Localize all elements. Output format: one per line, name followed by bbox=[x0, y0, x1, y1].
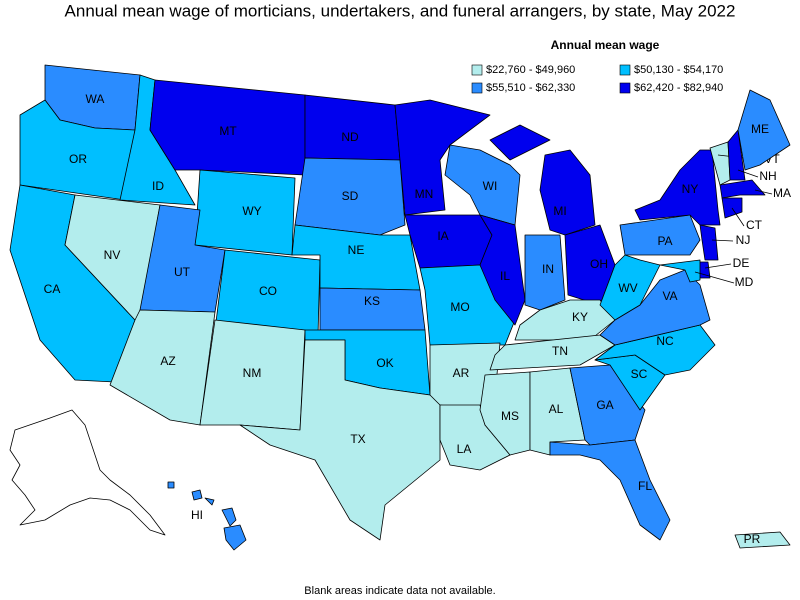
state-shape bbox=[539, 149, 596, 236]
state-label: WA bbox=[86, 92, 105, 106]
leader-line bbox=[711, 239, 734, 242]
state-shape bbox=[594, 324, 716, 376]
leader-line bbox=[737, 169, 759, 178]
legend-swatch bbox=[471, 64, 483, 76]
state-shape bbox=[304, 94, 401, 161]
state-label: ID bbox=[152, 179, 164, 193]
state-shape bbox=[734, 531, 791, 549]
state-label: CT bbox=[746, 218, 763, 232]
state-label: IL bbox=[500, 269, 510, 283]
state-label: AZ bbox=[160, 354, 175, 368]
state-shape bbox=[549, 439, 671, 541]
state-label: NY bbox=[682, 182, 699, 196]
state-label: NC bbox=[656, 334, 674, 348]
state-label: MA bbox=[773, 186, 791, 200]
state-shape bbox=[619, 214, 701, 256]
map-title: Annual mean wage of morticians, undertak… bbox=[65, 1, 736, 20]
legend-label: $62,420 - $82,940 bbox=[634, 82, 723, 94]
state-shape bbox=[239, 339, 441, 541]
state-shape bbox=[191, 489, 203, 501]
legend-label: $22,760 - $49,960 bbox=[486, 64, 575, 76]
state-label: IN bbox=[542, 262, 554, 276]
alaska-outline bbox=[9, 409, 166, 536]
state-label: NH bbox=[759, 169, 776, 183]
state-label: DE bbox=[733, 256, 750, 270]
state-shape bbox=[599, 269, 711, 346]
legend-label: $55,510 - $62,330 bbox=[486, 82, 575, 94]
state-shape bbox=[699, 224, 719, 261]
state-shape bbox=[221, 507, 237, 527]
footnote: Blank areas indicate data not available. bbox=[304, 585, 495, 597]
state-shape bbox=[659, 259, 701, 283]
legend-title: Annual mean wage bbox=[551, 38, 660, 52]
state-shape bbox=[719, 179, 766, 199]
state-label: OK bbox=[376, 356, 393, 370]
state-label: KY bbox=[572, 310, 588, 324]
legend-swatch bbox=[619, 64, 631, 76]
state-label: OR bbox=[69, 152, 87, 166]
leader-line bbox=[754, 189, 773, 195]
state-label: WV bbox=[618, 281, 637, 295]
state-label: MO bbox=[450, 300, 469, 314]
legend-swatch bbox=[619, 82, 631, 94]
state-label: MT bbox=[219, 124, 237, 138]
state-shape bbox=[479, 214, 526, 326]
state-label: WY bbox=[242, 204, 261, 218]
state-label: NE bbox=[348, 243, 365, 257]
state-shape bbox=[737, 89, 791, 171]
state-label: AR bbox=[453, 366, 470, 380]
state-label: MD bbox=[735, 275, 754, 289]
leader-line bbox=[731, 207, 745, 227]
state-label: KS bbox=[364, 294, 380, 308]
state-label: NM bbox=[243, 366, 262, 380]
state-label: VA bbox=[662, 289, 677, 303]
state-shape bbox=[204, 497, 215, 506]
state-label: CO bbox=[259, 284, 277, 298]
state-label: PR bbox=[744, 532, 761, 546]
state-label: TN bbox=[552, 344, 568, 358]
state-label: SD bbox=[342, 189, 359, 203]
state-shape bbox=[167, 481, 175, 489]
state-shape bbox=[727, 129, 746, 181]
legend-swatch bbox=[471, 82, 483, 94]
state-label: MI bbox=[553, 204, 566, 218]
state-label: TX bbox=[350, 432, 365, 446]
state-label: LA bbox=[457, 442, 472, 456]
state-shape bbox=[394, 99, 491, 216]
state-label: MS bbox=[501, 409, 519, 423]
state-label: SC bbox=[631, 367, 648, 381]
state-shape bbox=[19, 99, 136, 201]
leader-line bbox=[704, 263, 732, 269]
state-label: PA bbox=[657, 234, 672, 248]
state-label: GA bbox=[596, 398, 613, 412]
state-label: MN bbox=[415, 187, 434, 201]
state-label: ME bbox=[751, 122, 769, 136]
state-shape bbox=[294, 157, 406, 236]
state-shape bbox=[109, 309, 216, 426]
state-label: FL bbox=[638, 479, 652, 493]
state-shape bbox=[223, 524, 247, 551]
state-label: ND bbox=[341, 130, 359, 144]
state-label: AL bbox=[549, 402, 564, 416]
state-label: OH bbox=[590, 257, 608, 271]
state-label: WI bbox=[483, 179, 498, 193]
state-label: HI bbox=[191, 508, 203, 522]
state-label: IA bbox=[437, 229, 448, 243]
state-shape bbox=[634, 149, 721, 226]
state-shape bbox=[489, 124, 551, 161]
legend-label: $50,130 - $54,170 bbox=[634, 64, 723, 76]
state-label: UT bbox=[174, 265, 191, 279]
state-label: NV bbox=[104, 248, 121, 262]
leader-line bbox=[694, 271, 735, 284]
state-shape bbox=[524, 234, 566, 311]
state-shape bbox=[599, 254, 661, 321]
state-label: NJ bbox=[736, 233, 751, 247]
state-label: CA bbox=[44, 282, 61, 296]
